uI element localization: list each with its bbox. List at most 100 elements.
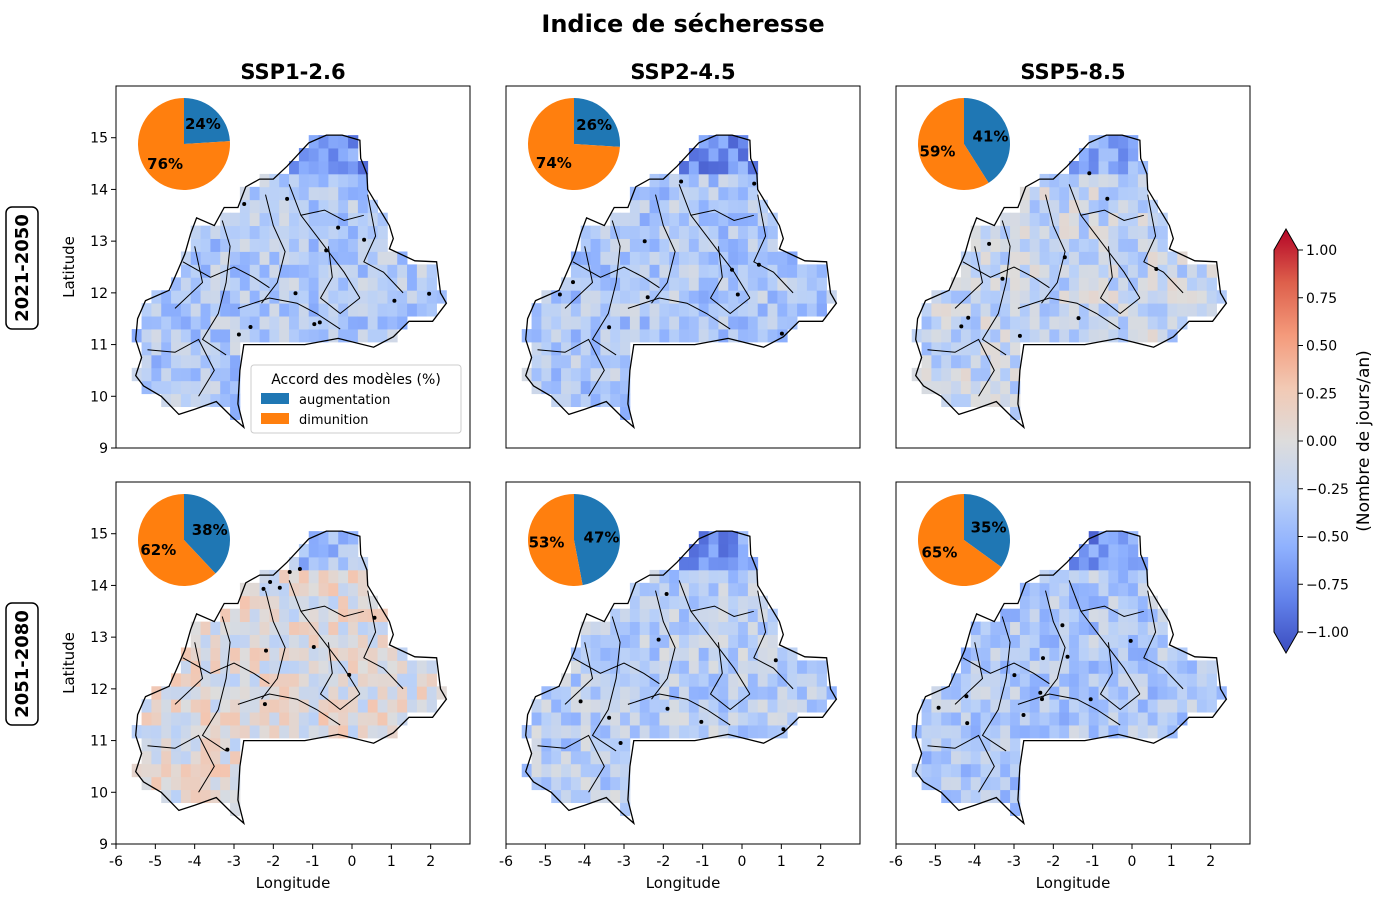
grid-cell [338,531,349,545]
grid-cell [308,173,319,188]
grid-cell [747,186,759,201]
grid-cell [698,212,709,227]
grid-cell [1078,303,1090,317]
grid-cell [1088,199,1099,214]
grid-cell [757,725,768,739]
grid-cell [757,634,768,648]
grid-cell [1108,277,1119,291]
grid-cell [230,737,241,752]
grid-cell [1196,686,1208,700]
grid-cell [259,264,270,278]
grid-cell [951,393,962,408]
pie-slice-augmentation [184,98,230,144]
grid-cell [747,212,759,227]
grid-cell [259,595,270,610]
grid-cell [561,367,572,382]
significance-dot [1088,697,1093,702]
grid-cell [239,199,251,214]
grid-cell [767,264,778,278]
grid-cell [1088,186,1099,201]
grid-cell [1118,556,1129,571]
grid-cell [970,290,981,304]
grid-cell [777,712,788,726]
grid-cell [980,750,991,765]
pie-slice-dimunition [528,494,583,587]
grid-cell [1010,251,1021,265]
grid-cell [1039,329,1050,343]
grid-cell [551,393,562,408]
grid-cell [600,264,611,278]
grid-cell [200,225,211,239]
grid-cell [1137,160,1149,175]
grid-cell [1157,699,1168,713]
grid-cell [747,725,759,739]
grid-cell [639,595,650,610]
grid-cell [921,354,932,369]
grid-cell [610,329,621,343]
grid-cell [407,290,418,304]
grid-cell [357,621,369,635]
grid-cell [1108,290,1119,304]
grid-cell [348,148,359,162]
grid-cell [1128,251,1139,265]
grid-cell [328,699,339,713]
grid-cell [249,316,260,330]
grid-cell [348,699,359,713]
grid-cell [639,238,650,252]
grid-cell [180,316,192,330]
grid-cell [426,673,437,687]
grid-cell [960,380,972,395]
grid-cell [570,367,582,382]
grid-cell [561,725,572,739]
grid-cell [1010,393,1021,408]
grid-cell [1118,686,1129,700]
grid-cell [951,750,962,765]
xtick-label: -5 [148,854,162,870]
grid-cell [259,316,270,330]
grid-cell [738,608,749,623]
grid-cell [570,712,582,726]
grid-cell [1059,290,1070,304]
region-border [261,590,286,700]
grid-cell [180,673,192,687]
grid-cell [570,776,582,791]
significance-dot [285,196,290,201]
grid-cell [387,264,398,278]
grid-cell [348,686,359,700]
grid-cell [151,341,162,356]
grid-cell [1088,238,1099,252]
grid-cell [1088,277,1099,291]
grid-cell [1078,264,1090,278]
grid-cell [348,647,359,661]
grid-cell [698,582,709,597]
grid-cell [416,264,428,278]
grid-cell [728,135,739,149]
grid-cell [298,647,310,661]
grid-cell [990,329,1001,343]
grid-cell [787,316,798,330]
grid-cell [1167,303,1178,317]
xtick-label: -6 [499,854,513,870]
grid-cell [679,712,690,726]
grid-cell [161,737,172,752]
grid-cell [1088,531,1099,545]
grid-cell [1019,251,1031,265]
grid-cell [1019,699,1031,713]
grid-cell [688,647,700,661]
significance-dot [347,672,352,677]
region-border [651,590,676,700]
grid-cell [708,290,719,304]
grid-cell [1157,277,1168,291]
grid-cell [230,277,241,291]
grid-cell [1196,264,1208,278]
grid-cell [698,135,709,149]
grid-cell [1088,303,1099,317]
grid-cell [1059,316,1070,330]
grid-cell [951,316,962,330]
grid-cell [990,225,1001,239]
grid-cell [1010,660,1021,674]
grid-cell [806,673,818,687]
grid-cell [348,303,359,317]
grid-cell [1069,199,1080,214]
